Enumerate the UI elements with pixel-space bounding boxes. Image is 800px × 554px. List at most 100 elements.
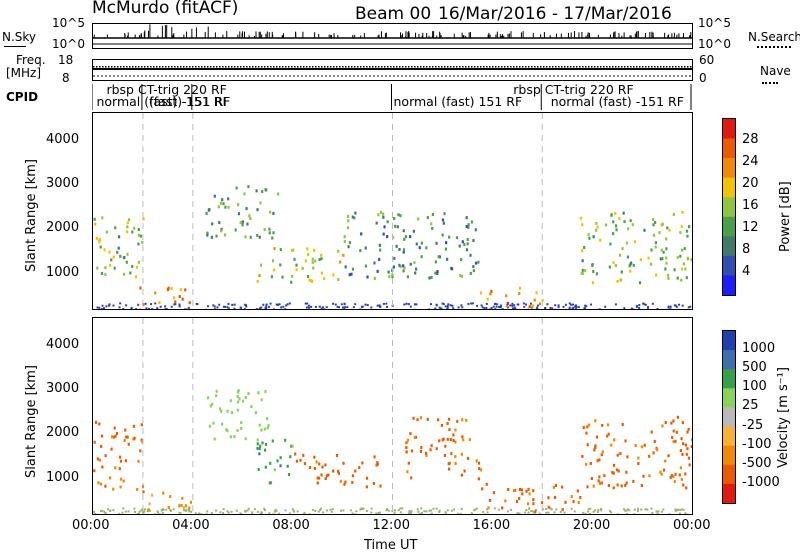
scatter-cell [479,291,483,295]
scatter-cell [312,266,315,270]
nave-point [633,66,635,68]
nave-point [312,66,314,68]
nave-point [150,66,152,68]
scatter-cell [454,440,457,444]
scatter-cell [247,185,250,189]
ground-scatter-cell [494,302,497,305]
scatter-cell [660,223,663,227]
ground-scatter-cell [265,303,268,306]
scatter-cell [294,452,297,456]
nave-point [264,66,266,68]
ground-scatter-cell [490,307,493,309]
scatter-cell [598,475,601,479]
scatter-cell [226,409,229,413]
ground-scatter-cell [471,302,474,305]
ground-scatter-cell [185,508,188,511]
scatter-cell [247,392,250,396]
scatter-cell [520,488,523,492]
scatter-cell [125,435,128,439]
ground-scatter-cell [531,306,534,309]
ground-scatter-cell [341,306,344,309]
scatter-cell [223,233,227,237]
ground-scatter-cell [227,302,230,305]
scatter-cell [178,295,181,299]
scatter-cell [410,449,414,453]
nave-point [672,66,674,68]
ground-scatter-cell [344,306,347,309]
ground-scatter-cell [122,507,125,510]
power-ytick-3: 4000 [46,131,80,147]
scatter-cell [387,270,390,274]
velocity-colorbar-swatch-7 [723,464,735,485]
scatter-cell [425,246,428,250]
ground-scatter-cell [308,306,311,309]
ground-scatter-cell [108,304,111,307]
scatter-cell [309,279,313,283]
ground-scatter-cell [584,304,587,307]
scatter-cell [616,483,619,487]
freq-label: Freq. [16,53,46,67]
scatter-cell [652,233,656,237]
nave-point [417,66,419,68]
ground-scatter-cell [133,507,136,510]
power-colorbar-swatch-1 [723,138,735,159]
ground-scatter-cell [573,510,576,513]
ground-scatter-cell [435,303,438,306]
scatter-cell [414,267,418,271]
scatter-cell [104,273,107,277]
ground-scatter-cell [642,302,645,305]
velocity-colorbar-label: Velocity [m s⁻¹] [776,367,791,468]
scatter-cell [342,461,345,465]
scatter-cell [256,442,259,446]
scatter-cell [620,484,623,488]
ground-scatter-cell [476,304,479,307]
scatter-cell [373,455,376,459]
scatter-cell [396,225,399,229]
scatter-cell [665,247,668,251]
scatter-cell [518,497,521,501]
velocity-ytick-3: 4000 [46,336,80,352]
ground-scatter-cell [337,306,340,309]
ground-scatter-cell [554,304,557,307]
ground-scatter-cell [178,303,181,306]
scatter-cell [622,211,625,215]
nave-point [690,66,692,68]
scatter-cell [505,294,508,298]
scatter-cell [207,208,210,212]
nave-point [675,66,677,68]
ground-scatter-cell [194,512,197,514]
scatter-cell [158,301,161,305]
scatter-cell [456,419,459,423]
nave-point [309,66,311,68]
ground-scatter-cell [386,305,389,308]
scatter-cell [682,262,686,266]
nsky-underline [4,46,26,47]
scatter-cell [94,420,98,424]
scatter-cell [398,263,401,267]
ground-scatter-cell [527,511,530,514]
scatter-cell [489,292,492,296]
power-colorbar-tick-1: 24 [742,154,759,169]
nave-point [360,66,362,68]
scatter-cell [250,405,253,409]
scatter-cell [227,205,230,209]
nave-point [228,66,230,68]
scatter-cell [612,220,615,224]
ground-scatter-cell [342,509,345,512]
ground-scatter-cell [470,302,473,305]
scatter-cell [442,221,445,225]
ground-scatter-cell [482,510,485,513]
scatter-cell [680,437,683,441]
scatter-cell [237,400,240,404]
scatter-cell [249,235,252,239]
scatter-cell [430,275,433,279]
ground-scatter-cell [227,307,230,309]
scatter-cell [139,286,142,290]
ground-scatter-cell [218,303,221,306]
nave-point [246,66,248,68]
nave-point [480,66,482,68]
ground-scatter-cell [616,513,619,514]
scatter-cell [343,240,346,244]
ground-scatter-cell [94,513,97,514]
scatter-cell [521,492,524,496]
